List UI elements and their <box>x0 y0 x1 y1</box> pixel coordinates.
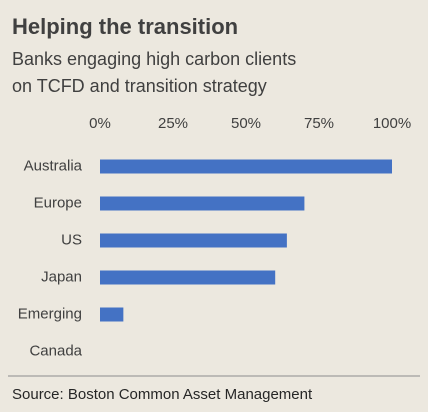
bar <box>100 270 276 285</box>
chart-subtitle: Banks engaging high carbon clients <box>12 49 296 69</box>
x-tick-label: 75% <box>304 115 334 132</box>
x-tick-label: 50% <box>231 115 261 132</box>
chart-subtitle: on TCFD and transition strategy <box>12 76 267 96</box>
bar <box>100 159 392 174</box>
y-tick-label: US <box>61 231 82 248</box>
y-tick-label: Emerging <box>18 305 82 322</box>
y-tick-label: Canada <box>29 342 82 359</box>
bar <box>100 307 124 322</box>
source: Source: Boston Common Asset Management <box>12 386 313 403</box>
y-tick-label: Australia <box>24 157 83 174</box>
chart-title: Helping the transition <box>12 14 238 39</box>
y-tick-label: Japan <box>41 268 82 285</box>
y-tick-label: Europe <box>34 194 82 211</box>
bar <box>100 233 287 248</box>
bar <box>100 196 305 211</box>
x-tick-label: 100% <box>373 115 411 132</box>
x-tick-label: 0% <box>89 115 111 132</box>
x-tick-label: 25% <box>158 115 188 132</box>
